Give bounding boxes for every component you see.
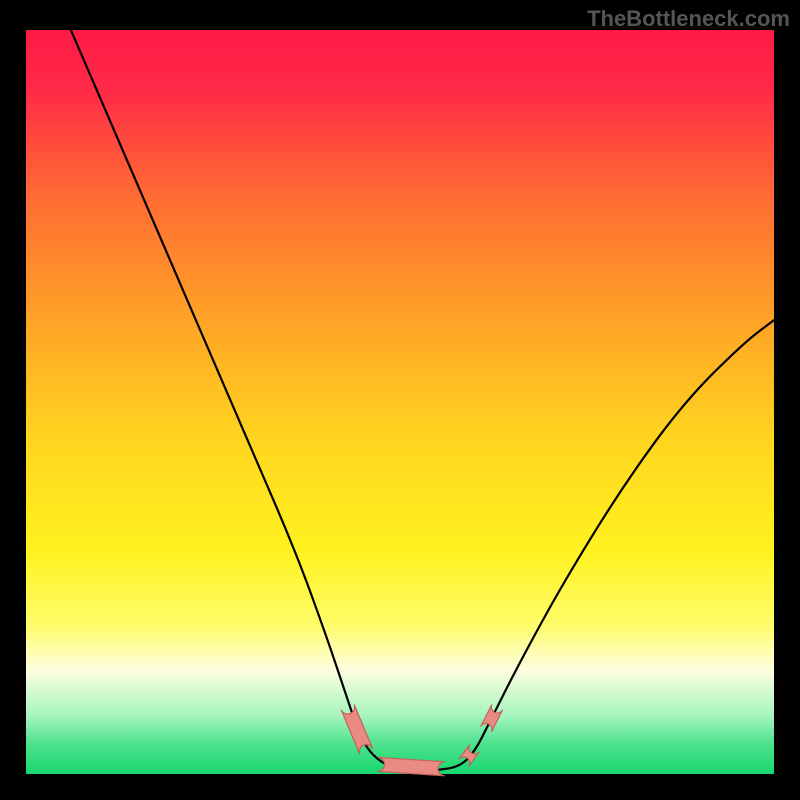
chart-container: TheBottleneck.com [0, 0, 800, 800]
chart-svg [0, 0, 800, 800]
gradient-background [26, 30, 774, 774]
